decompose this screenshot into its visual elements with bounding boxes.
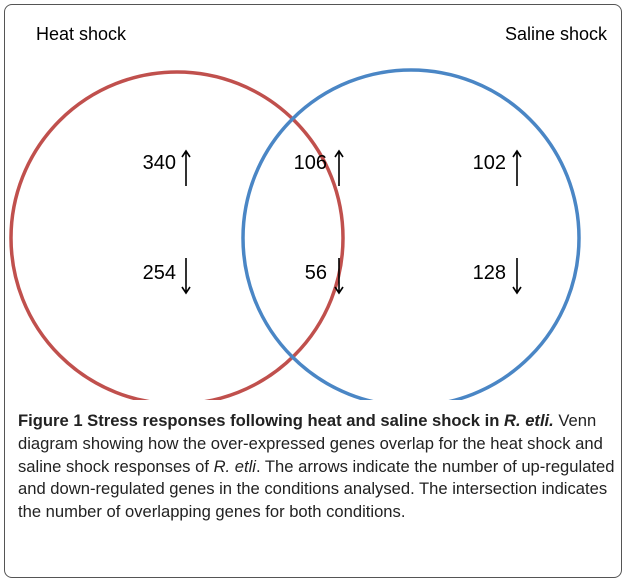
- caption-species: R. etli: [213, 456, 256, 476]
- count: 254: [143, 262, 176, 284]
- figure-frame: [4, 4, 622, 578]
- count: 106: [294, 152, 327, 174]
- count: 340: [143, 152, 176, 174]
- saline-circle: [241, 68, 581, 400]
- caption-text: . The arrows indicate the number of up-r…: [18, 456, 615, 522]
- up-arrow: [181, 149, 191, 186]
- up-arrow: [512, 149, 522, 186]
- down-arrow: [181, 258, 191, 295]
- count: 128: [473, 262, 506, 284]
- set-label: Saline shock: [505, 24, 608, 44]
- count: 102: [473, 152, 506, 174]
- venn-diagram: Heat shock Saline shock 340 254 106 56 1…: [9, 24, 608, 400]
- caption-text: Venn diagram showing how the over-expres…: [18, 411, 603, 476]
- heat-circle: [9, 70, 345, 400]
- down-arrow: [512, 258, 522, 295]
- down-arrow: [334, 258, 344, 295]
- caption-species: R. etli.: [503, 411, 554, 430]
- caption-title: Figure 1 Stress responses following heat…: [18, 411, 500, 430]
- arrows: [181, 149, 522, 295]
- set-label: Heat shock: [36, 24, 127, 44]
- figure-caption: Figure 1 Stress responses following heat…: [18, 410, 616, 524]
- count: 56: [305, 262, 327, 284]
- up-arrow: [334, 149, 344, 186]
